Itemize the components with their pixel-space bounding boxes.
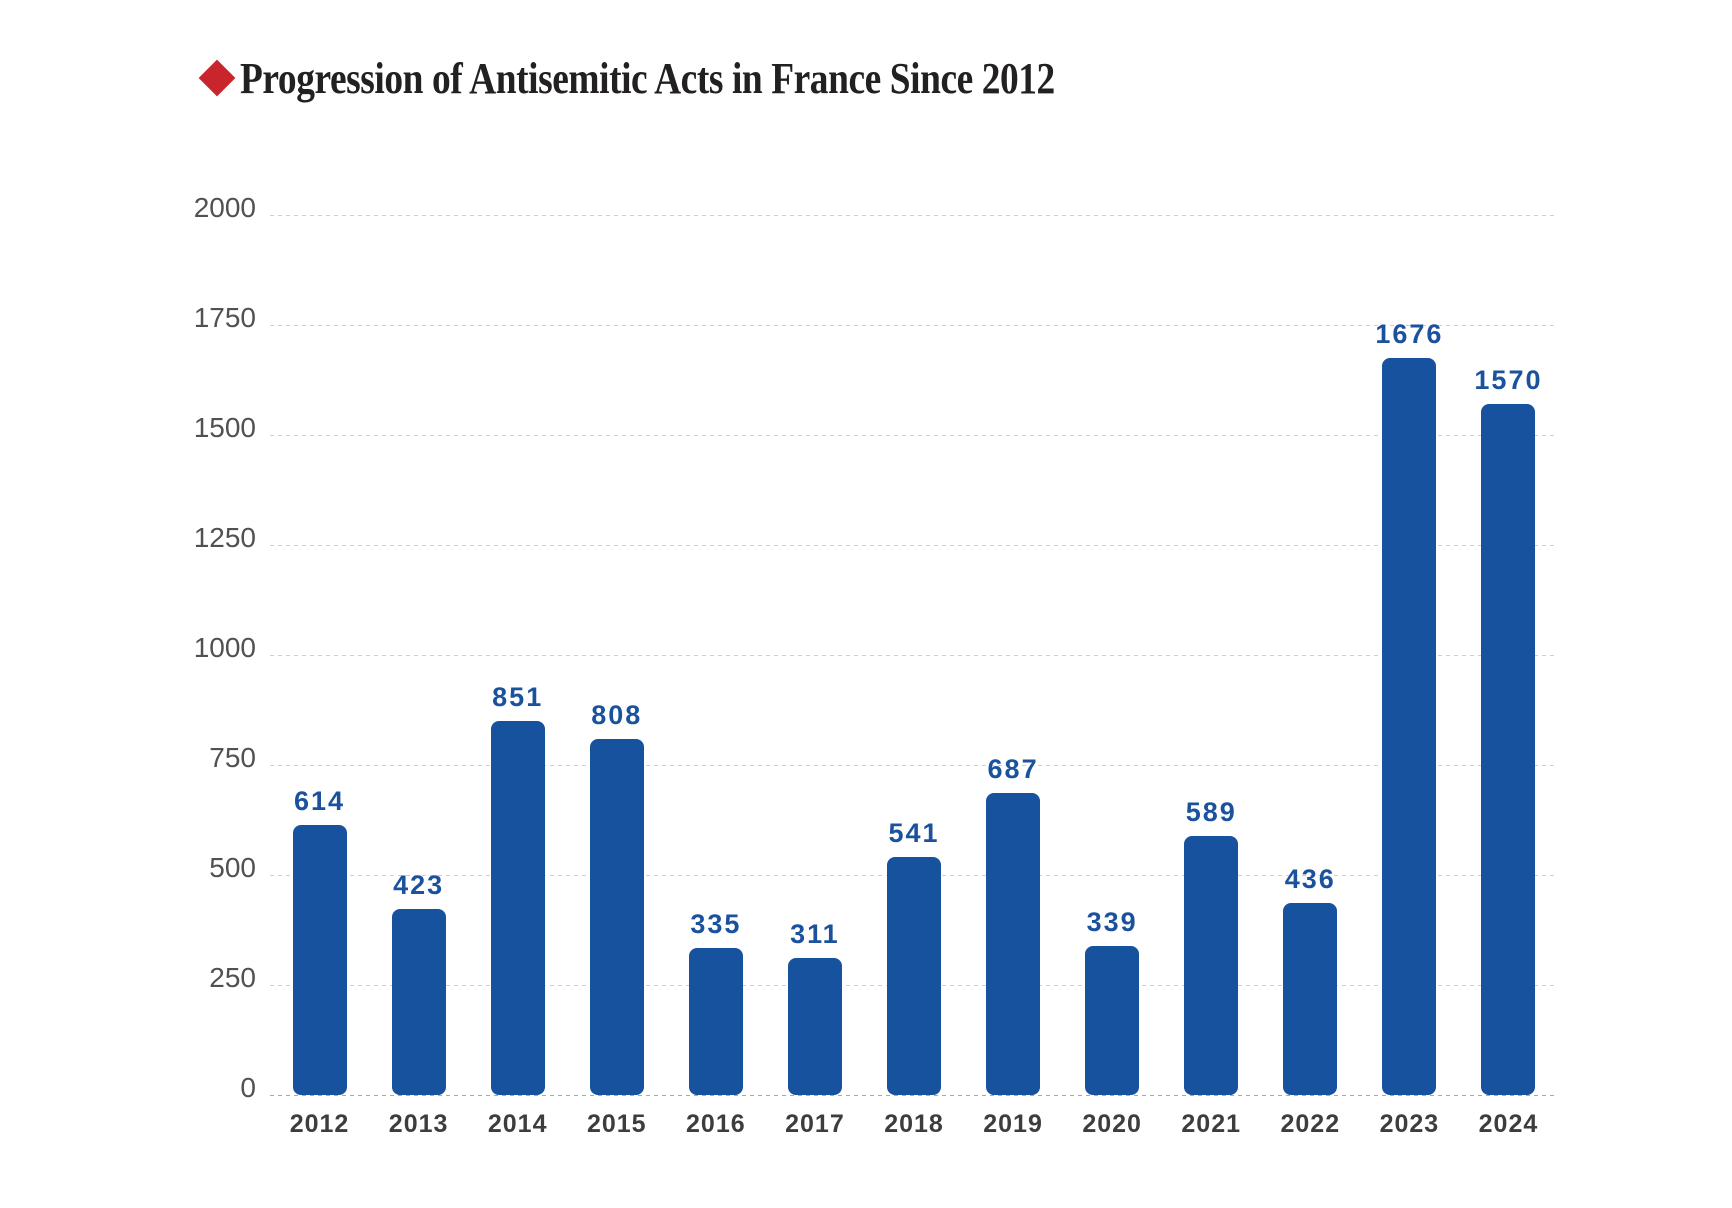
- bar-2014: [490, 720, 545, 1095]
- gridline-1250: [270, 545, 1558, 546]
- gridline-1750: [270, 325, 1558, 326]
- bar-2017: [787, 958, 842, 1095]
- y-tick-label-500: 500: [209, 852, 256, 883]
- bar-2012: [292, 824, 347, 1095]
- y-tick-label-250: 250: [209, 962, 256, 993]
- y-tick-label-1000: 1000: [193, 632, 256, 663]
- bar-value-label-2021: 589: [1185, 796, 1237, 827]
- bar-2016: [688, 947, 743, 1095]
- bar-2015: [589, 739, 644, 1095]
- x-tick-label-2015: 2015: [586, 1110, 647, 1138]
- y-tick-label-2000: 2000: [193, 192, 256, 223]
- bar-2022: [1283, 903, 1338, 1095]
- bar-value-label-2012: 614: [294, 785, 346, 816]
- gridline-1500: [270, 435, 1558, 436]
- bar-value-label-2024: 1570: [1474, 365, 1543, 396]
- bar-2021: [1184, 835, 1239, 1095]
- bar-value-label-2014: 851: [492, 681, 544, 712]
- x-tick-label-2023: 2023: [1379, 1110, 1440, 1138]
- y-tick-label-1250: 1250: [193, 522, 256, 553]
- x-tick-label-2021: 2021: [1181, 1110, 1242, 1138]
- gridline-1000: [270, 655, 1558, 656]
- chart-title-row: Progression of Antisemitic Acts in Franc…: [198, 50, 1199, 106]
- x-tick-label-2019: 2019: [983, 1110, 1043, 1138]
- x-tick-label-2014: 2014: [487, 1110, 548, 1138]
- y-tick-label-1500: 1500: [193, 412, 256, 443]
- bar-value-label-2015: 808: [591, 700, 643, 731]
- bar-2023: [1382, 357, 1437, 1095]
- bar-value-label-2019: 687: [987, 753, 1039, 784]
- x-tick-label-2024: 2024: [1478, 1110, 1539, 1138]
- diamond-icon: [198, 59, 236, 97]
- bar-value-label-2018: 541: [888, 817, 940, 848]
- y-tick-label-1750: 1750: [193, 302, 256, 333]
- gridline-2000: [270, 215, 1558, 216]
- bar-2019: [986, 792, 1041, 1095]
- bar-value-label-2020: 339: [1086, 906, 1138, 937]
- x-tick-label-2018: 2018: [884, 1110, 944, 1138]
- x-tick-label-2017: 2017: [785, 1110, 845, 1138]
- bar-value-label-2017: 311: [790, 919, 840, 950]
- x-tick-label-2013: 2013: [388, 1110, 449, 1138]
- x-tick-label-2022: 2022: [1280, 1110, 1341, 1138]
- bar-value-label-2013: 423: [393, 869, 445, 900]
- bar-value-label-2022: 436: [1284, 864, 1336, 895]
- y-tick-label-750: 750: [209, 742, 256, 773]
- bar-2013: [391, 908, 446, 1095]
- bar-2024: [1481, 404, 1536, 1095]
- bar-2018: [887, 856, 941, 1095]
- bar-value-label-2016: 335: [690, 908, 742, 939]
- x-tick-label-2012: 2012: [289, 1110, 350, 1138]
- chart-title: Progression of Antisemitic Acts in Franc…: [240, 53, 1055, 103]
- plot-area: 0 250 500 750 1000 1250 1500 1750 2000 614 2012 423…: [194, 192, 1558, 1138]
- x-tick-label-2016: 2016: [686, 1110, 746, 1138]
- bar-value-label-2023: 1676: [1375, 318, 1444, 349]
- gridline-750: [270, 765, 1558, 766]
- y-tick-label-0: 0: [240, 1072, 256, 1103]
- gridline-0: [270, 1095, 1558, 1096]
- bar-2020: [1085, 945, 1140, 1095]
- x-tick-label-2020: 2020: [1082, 1110, 1142, 1138]
